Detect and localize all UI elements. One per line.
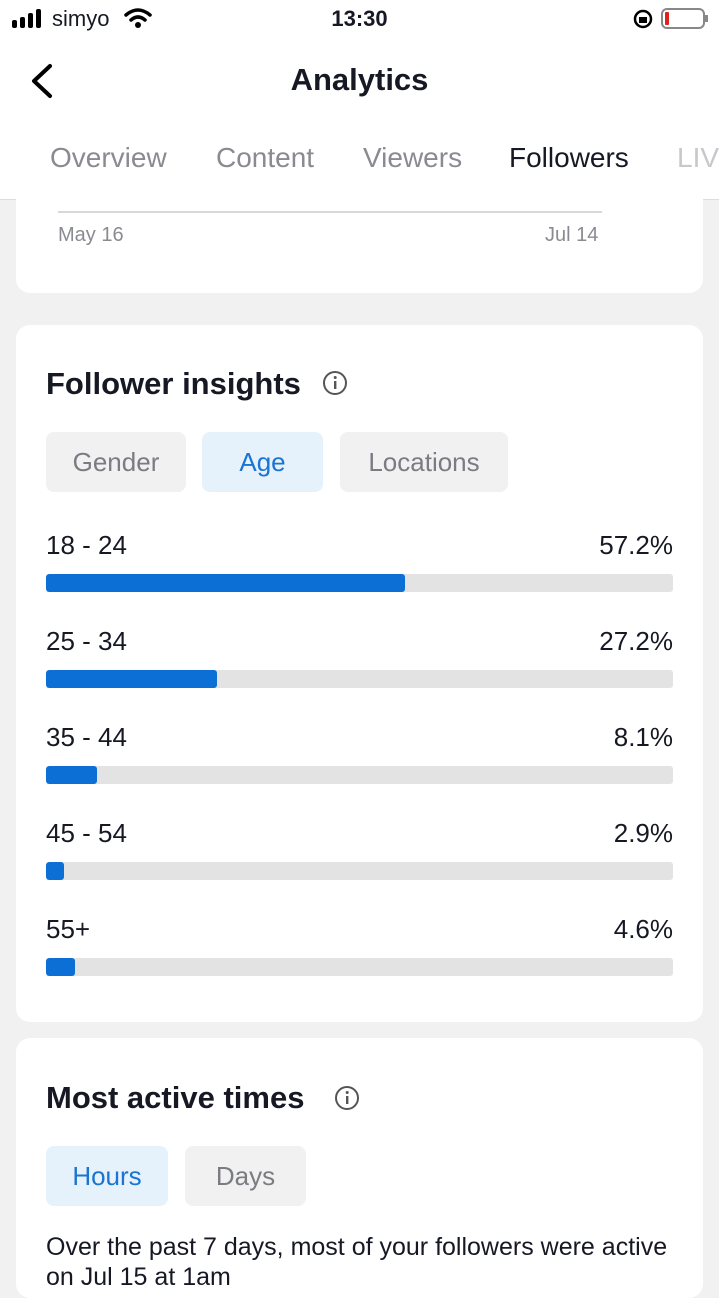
filter-pill-active[interactable]: Age (202, 432, 323, 492)
value-label: 2.9% (613, 818, 673, 848)
value-label: 8.1% (613, 722, 673, 752)
bar (46, 862, 65, 880)
app-header: simyo 13:30 Analytics Overview Content V… (0, 0, 719, 200)
section-title: Most active times (46, 1080, 305, 1115)
carrier: simyo (52, 6, 110, 31)
filter-pill[interactable]: Days (185, 1146, 306, 1206)
info-icon[interactable] (334, 1085, 360, 1111)
age-label: 45 - 54 (46, 818, 127, 848)
followers-chart-card: May 16 Jul 14 (16, 190, 703, 293)
x-label: May 16 (58, 224, 124, 246)
status-icons (633, 8, 708, 29)
value-label: 57.2% (599, 530, 673, 560)
wifi-icon (124, 8, 152, 28)
summary: Over the past 7 days, most of your follo… (46, 1233, 668, 1291)
filter-pill[interactable]: Gender (46, 432, 186, 492)
tab[interactable]: Viewers (363, 142, 463, 173)
most-active-card: Most active times Hours Days Over the pa… (16, 1038, 703, 1298)
bar-track (46, 670, 673, 688)
x-label: Jul 14 (545, 224, 599, 246)
age-label: 18 - 24 (46, 530, 127, 560)
bar (46, 958, 75, 976)
bar-track (46, 862, 673, 880)
bar-track (46, 958, 673, 976)
age-label: 55+ (46, 914, 91, 944)
filter-pill-active[interactable]: Hours (46, 1146, 168, 1206)
tab[interactable]: LIVE (677, 142, 719, 173)
tab[interactable]: Overview (50, 142, 167, 173)
bar (46, 574, 405, 592)
value-label: 27.2% (599, 626, 673, 656)
filter-pill[interactable]: Locations (340, 432, 508, 492)
clock: 13:30 (331, 6, 388, 31)
bar-track (46, 766, 673, 784)
follower-insights-card: Follower insights Gender Age Locations 1… (16, 325, 703, 1022)
age-label: 25 - 34 (46, 626, 127, 656)
bar (46, 670, 217, 688)
info-icon[interactable] (322, 370, 348, 396)
chart-axis (58, 211, 602, 213)
signal-icon (12, 9, 41, 28)
age-label: 35 - 44 (46, 722, 127, 752)
page-title: Analytics (290, 62, 429, 97)
back-button[interactable] (28, 62, 58, 100)
section-title: Follower insights (46, 366, 301, 401)
value-label: 4.6% (613, 914, 673, 944)
tab[interactable]: Content (216, 142, 315, 173)
tab-clip: LIVE (677, 142, 719, 182)
tab-active[interactable]: Followers (509, 142, 629, 173)
bar (46, 766, 97, 784)
bar-track (46, 574, 673, 592)
